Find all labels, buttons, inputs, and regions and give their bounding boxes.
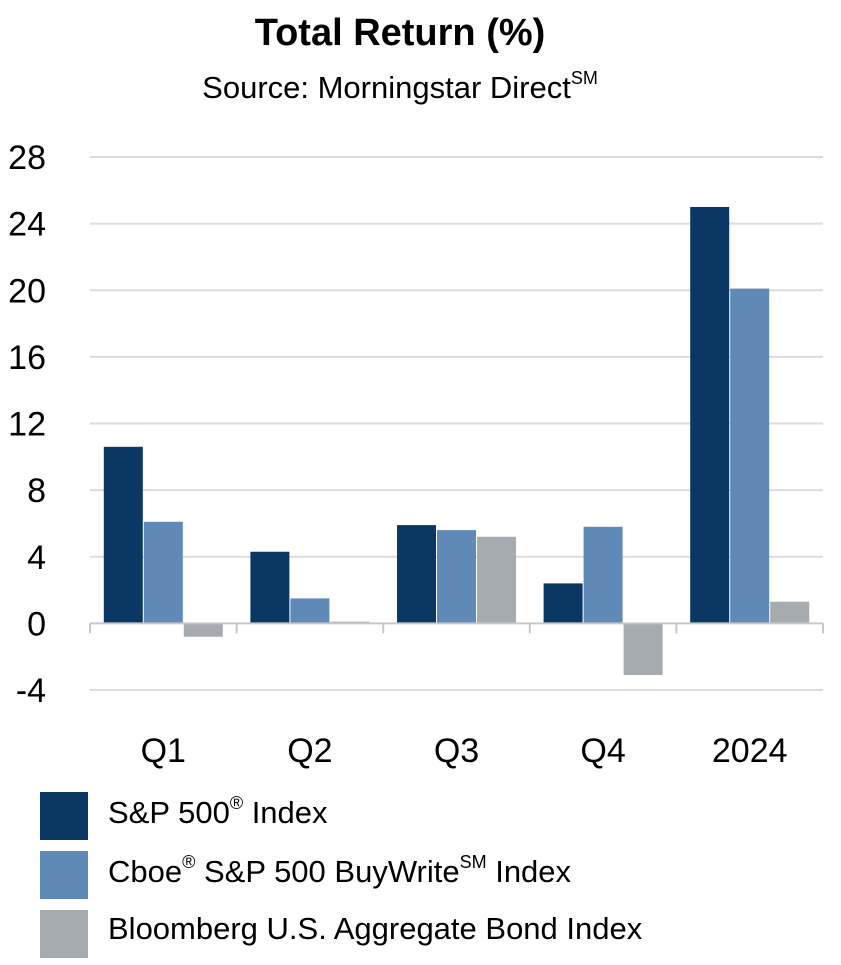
bar (437, 530, 476, 624)
x-tick-label: Q3 (434, 732, 479, 770)
legend-text: Index (243, 795, 328, 830)
bar (143, 521, 183, 624)
legend-label-bloomberg: Bloomberg U.S. Aggregate Bond Index (108, 911, 642, 947)
legend-text: Index (486, 854, 572, 889)
legend-sup: SM (459, 852, 487, 872)
legend-sup: ® (229, 793, 244, 813)
y-tick-label: 20 (8, 272, 46, 310)
legend-text: Cboe (108, 854, 183, 889)
subtitle-text: Source: Morningstar Direct (202, 70, 571, 105)
legend-swatch-bloomberg (40, 910, 88, 958)
y-tick-label: 24 (8, 206, 46, 244)
bar (623, 623, 663, 676)
bar (290, 598, 330, 624)
y-tick-label: 12 (8, 406, 46, 444)
zero-axis (89, 622, 824, 634)
chart-subtitle: Source: Morningstar DirectSM (0, 68, 800, 106)
x-axis-tick-labels: Q1 Q2 Q3 Q4 2024 (141, 732, 788, 770)
x-tick-label: Q2 (287, 732, 332, 770)
legend-text: S&P 500 BuyWrite (195, 854, 460, 889)
bar (183, 623, 223, 637)
bar (583, 526, 623, 624)
y-tick-label: 8 (27, 472, 46, 510)
bar (543, 583, 583, 624)
subtitle-superscript: SM (570, 68, 598, 88)
legend-text: S&P 500 (108, 795, 230, 830)
legend-text: Bloomberg U.S. Aggregate Bond Index (108, 911, 643, 946)
y-tick-label: 28 (8, 139, 46, 177)
y-tick-label: 4 (27, 539, 46, 577)
bar (250, 551, 290, 624)
bar (730, 288, 770, 624)
bar (477, 536, 516, 624)
y-tick-label: -4 (16, 672, 46, 710)
legend-swatch-sp500 (40, 792, 88, 840)
bar (690, 206, 730, 624)
bar (103, 446, 143, 624)
chart-title: Total Return (%) (254, 12, 546, 54)
legend-swatch-buywrite (40, 851, 88, 899)
bar (397, 525, 436, 624)
legend-label-sp500: S&P 500® Index (108, 793, 328, 831)
bars (103, 206, 810, 676)
y-tick-label: 0 (27, 605, 46, 643)
x-tick-label: 2024 (712, 732, 788, 770)
x-tick-label: Q4 (580, 732, 625, 770)
legend-sup: ® (182, 852, 196, 872)
y-axis-tick-labels: -4 0 4 8 12 16 20 24 28 (8, 139, 46, 710)
legend-label-buywrite: Cboe® S&P 500 BuyWriteSM Index (108, 852, 571, 890)
bar (770, 601, 810, 624)
x-tick-label: Q1 (141, 732, 186, 770)
y-tick-label: 16 (8, 339, 46, 377)
